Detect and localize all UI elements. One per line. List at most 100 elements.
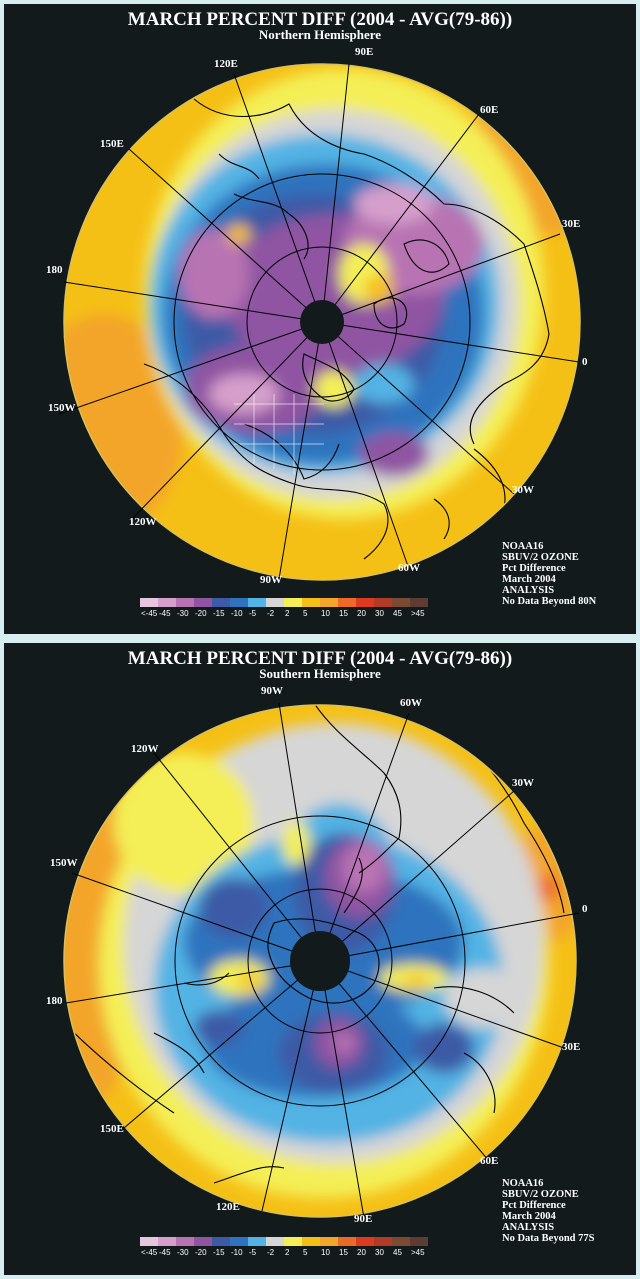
lon-label-90w: 90W: [260, 574, 282, 586]
scale-tick-label: -45: [159, 609, 171, 618]
map-title: MARCH PERCENT DIFF (2004 - AVG(79-86)): [127, 648, 513, 669]
lon-label-30w: 30W: [512, 777, 534, 789]
lon-label-150e: 150E: [100, 138, 124, 150]
scale-tick-label: <-45: [141, 609, 158, 618]
info-quantity: Pct Difference: [502, 1200, 566, 1211]
info-satellite: NOAA16: [502, 541, 544, 552]
info-date: March 2004: [502, 574, 556, 585]
no-data-polar-cap: [290, 931, 350, 991]
map-subtitle: Southern Hemisphere: [259, 666, 381, 681]
scale-swatch: [374, 598, 392, 607]
lon-label-150e: 150E: [100, 1123, 124, 1135]
lon-label-60e: 60E: [480, 1155, 499, 1167]
info-date: March 2004: [502, 1211, 556, 1222]
scale-swatch: [302, 598, 320, 607]
info-coverage: No Data Beyond 80N: [502, 596, 597, 607]
northern-hemisphere-panel: MARCH PERCENT DIFF (2004 - AVG(79-86)) N…: [4, 4, 636, 634]
scale-swatch: [266, 598, 284, 607]
map-title: MARCH PERCENT DIFF (2004 - AVG(79-86)): [127, 9, 513, 30]
lon-label-30w: 30W: [512, 484, 534, 496]
scale-tick-label: -45: [159, 1248, 171, 1257]
scale-swatch: [356, 1237, 374, 1246]
scale-swatch: [140, 1237, 158, 1246]
scale-tick-label: -15: [213, 609, 225, 618]
scale-swatch: [356, 598, 374, 607]
scale-tick-label: 10: [321, 609, 330, 618]
scale-tick-label: -10: [231, 1248, 243, 1257]
scale-swatch: [158, 1237, 176, 1246]
lon-label-30e: 30E: [562, 1041, 581, 1053]
graticule-south: [65, 702, 580, 1219]
info-satellite: NOAA16: [502, 1178, 544, 1189]
lon-label-150w: 150W: [48, 402, 76, 414]
scale-tick-label: -30: [177, 609, 189, 618]
scale-swatch: [194, 598, 212, 607]
scale-swatch: [230, 1237, 248, 1246]
info-instrument: SBUV/2 OZONE: [502, 1189, 579, 1200]
scale-tick-label: <-45: [141, 1248, 158, 1257]
color-scale-bar: [140, 1237, 428, 1246]
scale-swatch: [410, 598, 428, 607]
lon-label-180: 180: [46, 995, 63, 1007]
lon-label-120w: 120W: [129, 516, 157, 528]
lon-label-180: 180: [46, 264, 63, 276]
scale-swatch: [212, 598, 230, 607]
coastlines-north: [143, 98, 550, 560]
lon-label-60e: 60E: [480, 104, 499, 116]
scale-swatch: [392, 598, 410, 607]
lon-label-0: 0: [582, 903, 588, 915]
lon-label-120e: 120E: [214, 58, 238, 70]
scale-tick-label: 15: [339, 1248, 348, 1257]
lon-label-0: 0: [582, 356, 588, 368]
scale-tick-label: -15: [213, 1248, 225, 1257]
scale-tick-label: 2: [285, 1248, 290, 1257]
lon-label-30e: 30E: [562, 218, 581, 230]
info-quantity: Pct Difference: [502, 563, 566, 574]
northern-map: [58, 63, 581, 581]
scale-tick-label: 30: [375, 609, 384, 618]
scale-tick-label: 10: [321, 1248, 330, 1257]
scale-swatch: [374, 1237, 392, 1246]
lon-label-150w: 150W: [50, 857, 78, 869]
scale-tick-label: 15: [339, 609, 348, 618]
scale-tick-label: 2: [285, 609, 290, 618]
scale-swatch: [248, 598, 266, 607]
scale-swatch: [338, 1237, 356, 1246]
scale-swatch: [176, 598, 194, 607]
info-type: ANALYSIS: [502, 585, 555, 596]
info-instrument: SBUV/2 OZONE: [502, 552, 579, 563]
map-subtitle: Northern Hemisphere: [258, 27, 382, 42]
scale-tick-label: -10: [231, 609, 243, 618]
scale-swatch: [248, 1237, 266, 1246]
scale-tick-label: 20: [357, 1248, 366, 1257]
scale-tick-label: 30: [375, 1248, 384, 1257]
scale-swatch: [212, 1237, 230, 1246]
scale-tick-label: 45: [393, 609, 402, 618]
color-scale-bar: [140, 598, 428, 607]
scale-tick-label: -20: [195, 609, 207, 618]
lon-label-60w: 60W: [398, 562, 420, 574]
scale-tick-label: 5: [303, 1248, 308, 1257]
lon-label-120e: 120E: [216, 1201, 240, 1213]
scale-swatch: [320, 1237, 338, 1246]
southern-hemisphere-panel: MARCH PERCENT DIFF (2004 - AVG(79-86)) S…: [4, 643, 636, 1275]
lon-label-60w: 60W: [400, 697, 422, 709]
scale-tick-label: >45: [411, 1248, 425, 1257]
scale-tick-label: -5: [249, 1248, 257, 1257]
scale-tick-label: 5: [303, 609, 308, 618]
info-block: NOAA16 SBUV/2 OZONE Pct Difference March…: [502, 541, 596, 607]
scale-swatch: [194, 1237, 212, 1246]
scale-tick-label: >45: [411, 609, 425, 618]
scale-swatch: [338, 598, 356, 607]
scale-tick-label: 20: [357, 609, 366, 618]
scale-swatch: [302, 1237, 320, 1246]
graticule-north: [58, 63, 580, 580]
info-type: ANALYSIS: [502, 1222, 555, 1233]
scale-tick-label: -5: [249, 609, 257, 618]
southern-map: [63, 702, 580, 1219]
scale-tick-label: -2: [267, 609, 275, 618]
scale-swatch: [410, 1237, 428, 1246]
scale-tick-label: -20: [195, 1248, 207, 1257]
lon-label-90w: 90W: [261, 685, 283, 697]
scale-swatch: [140, 598, 158, 607]
